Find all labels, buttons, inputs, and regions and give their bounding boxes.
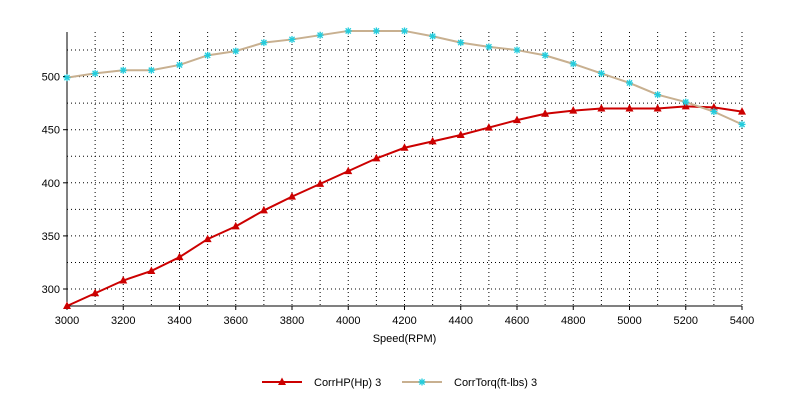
x-tick-label: 4200 <box>392 315 416 327</box>
data-point <box>372 27 380 35</box>
data-point <box>513 46 521 54</box>
data-point <box>597 69 605 77</box>
data-point <box>626 79 633 87</box>
data-point <box>91 69 99 77</box>
legend-marker <box>418 378 426 386</box>
series-2 <box>63 27 746 128</box>
data-point <box>457 39 465 47</box>
x-tick-label: 3000 <box>55 315 79 327</box>
y-tick-label: 450 <box>42 125 60 137</box>
data-point <box>484 123 493 131</box>
x-tick-label: 4000 <box>336 315 360 327</box>
data-point <box>569 106 578 114</box>
x-tick-label: 4800 <box>561 315 585 327</box>
x-tick-label: 3400 <box>167 315 191 327</box>
legend-item-2: CorrTorq(ft-lbs) 3 <box>402 377 537 389</box>
y-tick-labels: 300 350 400 450 500 <box>42 72 67 296</box>
data-point <box>203 234 212 243</box>
data-point <box>344 166 353 175</box>
data-point <box>288 35 296 43</box>
x-tick-label: 3600 <box>224 315 248 327</box>
data-point <box>541 109 550 117</box>
legend: CorrHP(Hp) 3 CorrTorq(ft-lbs) 3 <box>262 377 537 389</box>
data-point <box>625 103 634 112</box>
x-tick-label: 4600 <box>505 315 529 327</box>
x-tick-label: 4400 <box>449 315 473 327</box>
data-point <box>485 43 493 51</box>
data-point <box>400 143 409 151</box>
data-point <box>260 39 268 47</box>
data-point <box>597 103 606 112</box>
legend-item-1: CorrHP(Hp) 3 <box>262 377 381 389</box>
data-point <box>456 130 465 139</box>
legend-label: CorrTorq(ft-lbs) 3 <box>454 377 537 389</box>
x-tick-label: 5400 <box>730 315 754 327</box>
legend-label: CorrHP(Hp) 3 <box>314 377 381 389</box>
data-point <box>119 66 127 74</box>
y-tick-label: 500 <box>42 72 60 84</box>
data-point <box>231 221 240 230</box>
data-point <box>232 47 240 55</box>
data-point <box>147 266 156 274</box>
data-point <box>175 252 184 261</box>
legend-marker <box>278 377 286 385</box>
x-tick-labels: 3000 3200 3400 3600 3800 4000 4200 4400 4600 4800… <box>55 306 754 327</box>
data-point <box>91 288 100 297</box>
data-point <box>710 108 718 116</box>
data-point <box>119 276 128 284</box>
series-1 <box>63 101 746 309</box>
data-point <box>738 107 746 115</box>
data-point <box>738 120 746 128</box>
x-tick-label: 3800 <box>280 315 304 327</box>
x-tick-label: 5200 <box>674 315 698 327</box>
data-point <box>316 179 325 187</box>
x-tick-label: 5000 <box>617 315 641 327</box>
data-point <box>401 27 408 35</box>
series <box>63 27 746 309</box>
data-point <box>429 32 437 40</box>
data-point <box>176 61 183 69</box>
data-point <box>288 192 296 200</box>
data-point <box>653 103 662 112</box>
y-tick-label: 350 <box>42 231 60 243</box>
data-point <box>428 136 437 145</box>
data-point <box>63 301 71 309</box>
y-tick-label: 400 <box>42 178 60 190</box>
y-tick-label: 300 <box>42 284 60 296</box>
x-axis-label: Speed(RPM) <box>373 333 437 345</box>
data-point <box>316 31 324 39</box>
data-point <box>147 66 155 74</box>
grid <box>67 32 743 306</box>
data-point <box>513 115 521 124</box>
data-point <box>204 51 212 59</box>
data-point <box>63 74 71 82</box>
data-point <box>541 51 549 59</box>
data-point <box>344 27 352 35</box>
data-point <box>372 153 381 162</box>
data-point <box>569 60 577 68</box>
data-point <box>654 91 662 99</box>
data-point <box>259 205 268 214</box>
data-point <box>682 98 690 106</box>
data-point <box>709 102 718 111</box>
x-tick-label: 3200 <box>111 315 135 327</box>
